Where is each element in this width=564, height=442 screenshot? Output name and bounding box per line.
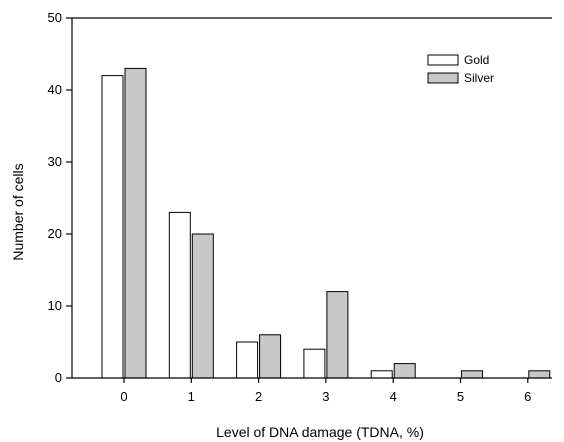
bar-silver-1 bbox=[191, 233, 214, 379]
y-tick-label-50: 50 bbox=[48, 10, 62, 25]
y-axis-title: Number of cells bbox=[10, 163, 26, 260]
y-tick-label-30: 30 bbox=[48, 154, 62, 169]
x-tick-label-3: 3 bbox=[322, 389, 329, 404]
legend-label-silver: Silver bbox=[464, 71, 494, 85]
x-ticks: 0 1 2 3 4 5 6 bbox=[120, 378, 531, 404]
y-tick-label-0: 0 bbox=[55, 370, 62, 385]
y-tick-label-40: 40 bbox=[48, 82, 62, 97]
legend-swatch-gold bbox=[427, 54, 459, 66]
bar-gold-4 bbox=[370, 370, 393, 379]
axes-layer bbox=[71, 17, 552, 379]
bar-silver-3 bbox=[326, 291, 349, 379]
bar-gold-0 bbox=[101, 75, 124, 379]
x-tick-label-6: 6 bbox=[524, 389, 531, 404]
bar-silver-2 bbox=[259, 334, 282, 379]
bar-gold-3 bbox=[303, 348, 326, 379]
y-ticks: 0 10 20 30 40 50 bbox=[48, 10, 72, 385]
bar-silver-4 bbox=[393, 363, 416, 379]
x-tick-label-4: 4 bbox=[390, 389, 397, 404]
bar-silver-6 bbox=[528, 370, 551, 379]
bar-gold-1 bbox=[168, 211, 191, 379]
y-tick-label-20: 20 bbox=[48, 226, 62, 241]
x-tick-label-0: 0 bbox=[120, 389, 127, 404]
x-tick-label-2: 2 bbox=[255, 389, 262, 404]
x-axis-title: Level of DNA damage (TDNA, %) bbox=[216, 424, 424, 440]
x-tick-label-5: 5 bbox=[457, 389, 464, 404]
bar-gold-2 bbox=[236, 341, 259, 379]
legend-swatch-silver bbox=[427, 72, 459, 84]
bar-silver-0 bbox=[124, 67, 147, 379]
bar-silver-5 bbox=[461, 370, 483, 379]
bars-layer bbox=[101, 67, 551, 379]
y-tick-label-10: 10 bbox=[48, 298, 62, 313]
legend: Gold Silver bbox=[427, 53, 494, 85]
x-tick-label-1: 1 bbox=[188, 389, 195, 404]
legend-label-gold: Gold bbox=[464, 53, 489, 67]
